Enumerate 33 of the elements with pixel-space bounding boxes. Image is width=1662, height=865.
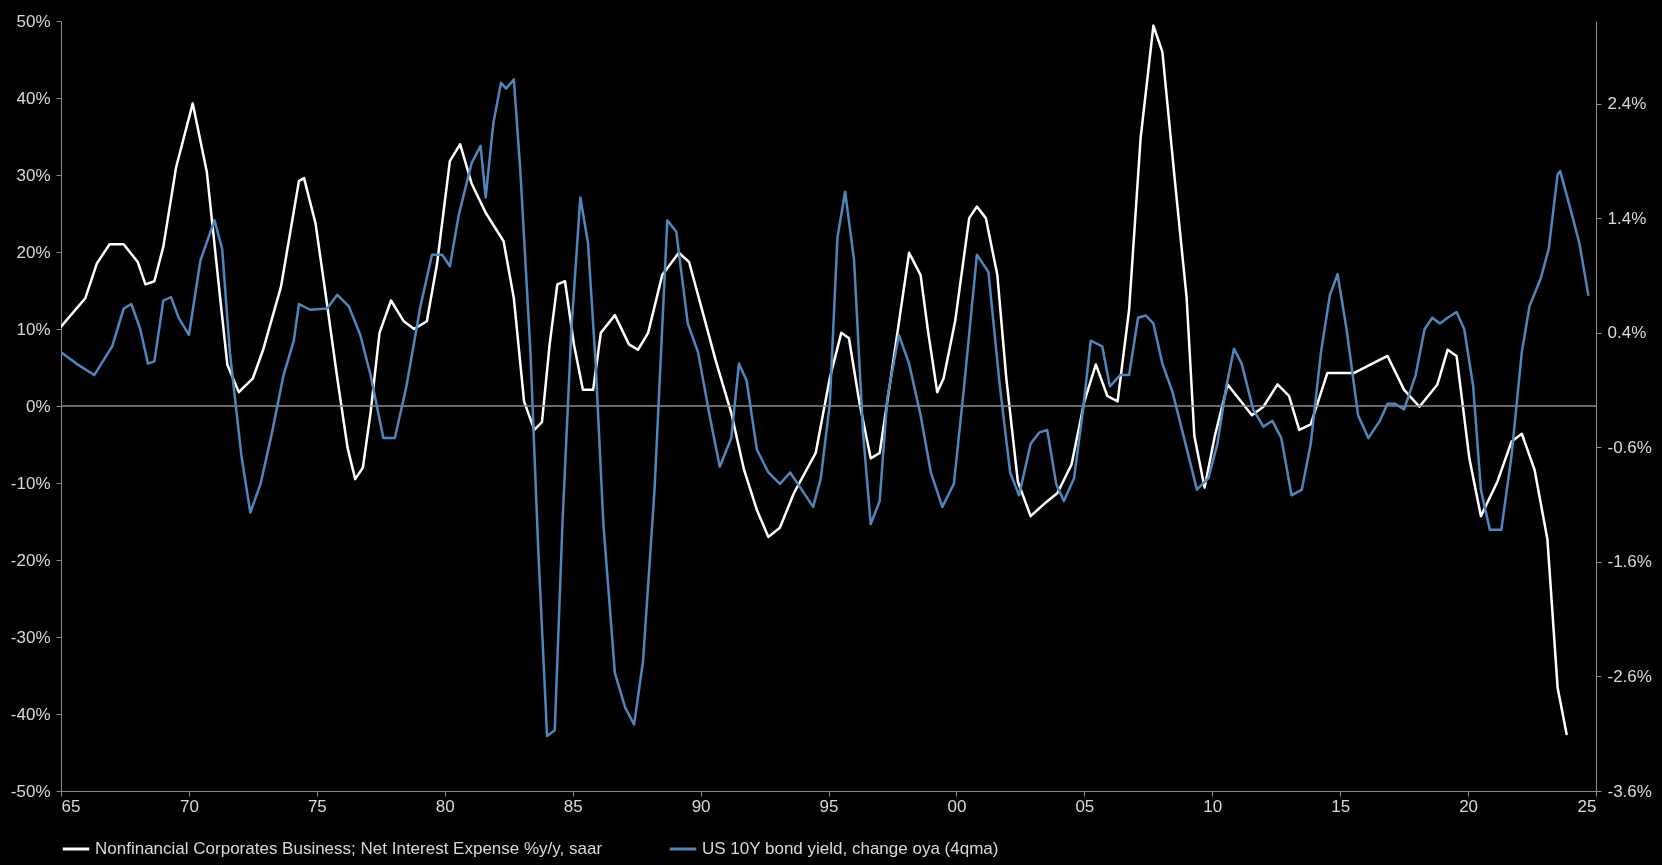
x-tick-label: 05 (1075, 796, 1095, 816)
legend-label: US 10Y bond yield, change oya (4qma) (702, 839, 999, 858)
x-tick-label: 85 (563, 796, 583, 816)
y2-tick-label: -1.6% (1607, 552, 1652, 572)
y-tick-label: -50% (10, 781, 51, 801)
y2-tick-label: 1.4% (1607, 208, 1647, 228)
y-tick-label: 20% (16, 242, 51, 262)
y-tick-label: 10% (16, 319, 51, 339)
y2-tick-label: 2.4% (1607, 94, 1647, 113)
x-tick-label: 00 (947, 796, 967, 816)
y2-tick-label: -0.6% (1607, 437, 1652, 457)
x-tick-label: 80 (435, 796, 455, 816)
y-tick-label: 30% (16, 165, 51, 185)
x-tick-label: 65 (61, 796, 81, 816)
x-tick-label: 95 (819, 796, 839, 816)
y2-tick-label: 0.4% (1607, 323, 1647, 343)
y-tick-label: 0% (25, 396, 51, 416)
x-tick-label: 25 (1577, 796, 1597, 816)
x-tick-label: 90 (691, 796, 711, 816)
x-tick-label: 70 (179, 796, 199, 816)
legend-label: Nonfinancial Corporates Business; Net Interest Expense %y/y, saar (95, 839, 603, 858)
x-tick-label: 75 (307, 796, 327, 816)
y-tick-label: -10% (10, 473, 51, 493)
y-tick-label: 40% (16, 88, 51, 108)
y-tick-label: -20% (10, 550, 51, 570)
x-tick-label: 15 (1331, 796, 1351, 816)
y2-tick-label: -2.6% (1607, 666, 1652, 686)
y-tick-label: -40% (10, 704, 51, 724)
y2-tick-label: -3.6% (1607, 781, 1652, 801)
y-tick-label: -30% (10, 627, 51, 647)
x-tick-label: 20 (1459, 796, 1479, 816)
x-tick-label: 10 (1203, 796, 1223, 816)
y-tick-label: 50% (16, 11, 51, 31)
